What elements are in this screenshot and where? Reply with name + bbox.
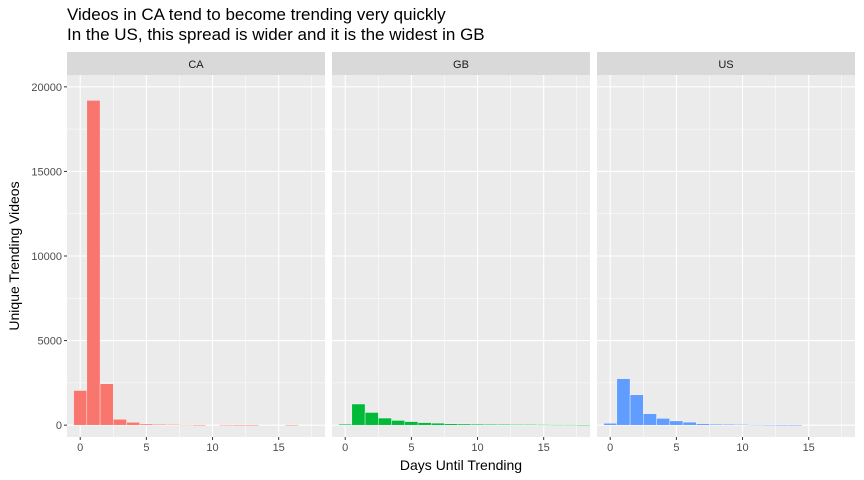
x-tick-label: 5 (408, 442, 414, 454)
histogram-bar (603, 423, 618, 426)
y-tick-label: 0 (56, 420, 62, 432)
histogram-bar (497, 424, 511, 426)
histogram-bar (431, 422, 445, 426)
histogram-bar (192, 424, 207, 426)
histogram-bar (722, 424, 737, 426)
histogram-bar (285, 424, 299, 426)
histogram-bar (113, 419, 127, 426)
histogram-bar (470, 423, 485, 426)
histogram-bar (391, 420, 405, 426)
x-tick-label: 5 (673, 442, 679, 454)
histogram-bar (709, 423, 723, 426)
histogram-bar (245, 424, 260, 426)
histogram-bar (643, 413, 657, 426)
x-axis-title: Days Until Trending (400, 457, 522, 473)
y-tick-label: 5000 (38, 336, 62, 348)
x-tick-label: 0 (77, 442, 83, 454)
histogram-bar (735, 424, 750, 426)
histogram-bar (166, 424, 180, 426)
facet-strip (67, 52, 325, 75)
histogram-bar (510, 424, 525, 426)
histogram-bar (576, 424, 591, 426)
histogram-bar (762, 424, 776, 426)
histogram-bar (523, 424, 538, 426)
histogram-bar (444, 423, 458, 426)
histogram-bar (563, 424, 577, 426)
histogram-bar (682, 421, 697, 426)
histogram-bar (338, 423, 353, 426)
histogram-bar (457, 423, 472, 426)
histogram-bar (629, 394, 644, 426)
x-tick-label: 10 (736, 442, 748, 454)
histogram-bar (364, 412, 379, 426)
histogram-bar (616, 378, 631, 426)
histogram-bar (536, 424, 551, 426)
facet-strip-label: US (718, 59, 733, 71)
histogram-bar (404, 421, 419, 426)
histogram-bar (550, 424, 564, 426)
histogram-bar (696, 423, 710, 426)
histogram-bar (669, 420, 684, 426)
histogram-bar (483, 424, 498, 426)
x-tick-label: 0 (607, 442, 613, 454)
histogram-bar (351, 403, 366, 426)
histogram-bar (152, 424, 167, 426)
x-tick-label: 10 (206, 442, 218, 454)
histogram-bar (232, 424, 246, 426)
facet-strip (597, 52, 855, 75)
x-tick-label: 15 (273, 442, 285, 454)
histogram-bar (775, 424, 790, 426)
histogram-bar (378, 417, 392, 426)
histogram-bar (656, 418, 670, 426)
histogram-bar (139, 423, 154, 426)
x-tick-label: 15 (803, 442, 815, 454)
y-tick-label: 10000 (31, 251, 62, 263)
y-tick-label: 20000 (31, 82, 62, 94)
histogram-bar (218, 424, 233, 426)
x-tick-label: 15 (538, 442, 550, 454)
histogram-bar (126, 422, 140, 426)
histogram-bar (99, 383, 114, 426)
facet-strip-label: CA (188, 59, 204, 71)
histogram-bar (748, 424, 763, 426)
histogram-bar (73, 390, 88, 426)
histogram-bar (788, 424, 803, 426)
facet-strip (332, 52, 590, 75)
chart-title: Videos in CA tend to become trending ver… (67, 5, 446, 24)
histogram-bar (179, 424, 193, 426)
y-axis-title: Unique Trending Videos (6, 181, 22, 330)
x-tick-label: 0 (342, 442, 348, 454)
chart-subtitle: In the US, this spread is wider and it i… (67, 25, 485, 44)
histogram-bar (417, 422, 432, 426)
x-tick-label: 10 (471, 442, 483, 454)
y-tick-label: 15000 (31, 166, 62, 178)
facet-strip-label: GB (453, 59, 469, 71)
x-tick-label: 5 (143, 442, 149, 454)
histogram-bar (86, 100, 101, 426)
